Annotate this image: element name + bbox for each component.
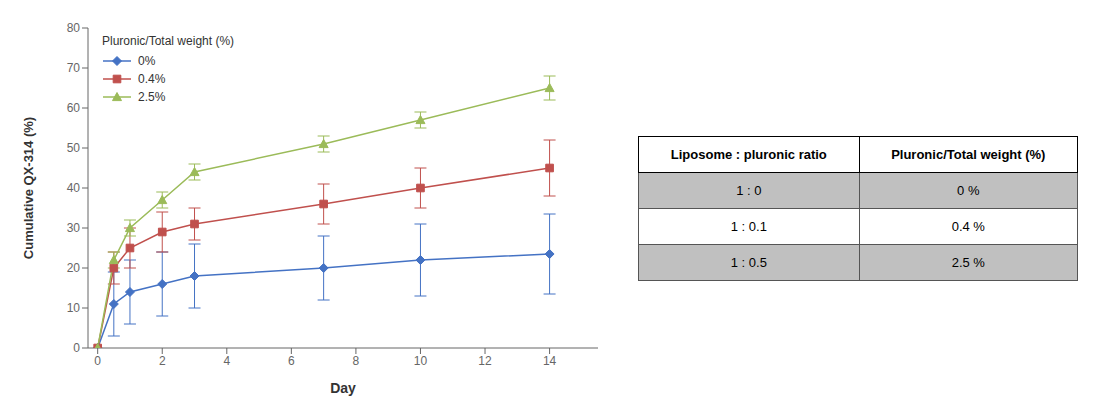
svg-text:30: 30	[67, 221, 81, 235]
html-text:0 %: 0 %	[957, 182, 980, 198]
svg-text:2: 2	[159, 354, 166, 368]
html-text:Pluronic/Total weight (%): Pluronic/Total weight (%)	[102, 34, 235, 48]
svg-text:40: 40	[67, 181, 81, 195]
svg-text:14: 14	[543, 354, 557, 368]
html-text:Liposome : pluronic ratio: Liposome : pluronic ratio	[670, 146, 827, 162]
html-text:2.5 %: 2.5 %	[951, 254, 985, 270]
html-text:1 : 0.1: 1 : 0.1	[730, 218, 767, 234]
svg-text:8: 8	[353, 354, 360, 368]
svg-text:60: 60	[67, 101, 81, 115]
svg-text:Cumulative QX-314 (%): Cumulative QX-314 (%)	[21, 117, 36, 259]
svg-text:10: 10	[67, 301, 81, 315]
html-text:2.5%: 2.5%	[138, 90, 166, 104]
html-text:0.4 %: 0.4 %	[951, 218, 985, 234]
html-text:Pluronic/Total weight (%): Pluronic/Total weight (%)	[891, 146, 1046, 162]
svg-text:0: 0	[73, 341, 80, 355]
svg-text:80: 80	[67, 21, 81, 35]
html-text:0%: 0%	[138, 54, 156, 68]
svg-text:4: 4	[223, 354, 230, 368]
svg-text:10: 10	[414, 354, 428, 368]
html-text:1 : 0: 1 : 0	[736, 182, 762, 198]
svg-text:Day: Day	[330, 380, 356, 396]
svg-text:6: 6	[288, 354, 295, 368]
svg-text:0: 0	[94, 354, 101, 368]
svg-text:20: 20	[67, 261, 81, 275]
html-text:1 : 0.5: 1 : 0.5	[730, 254, 767, 270]
svg-text:50: 50	[67, 141, 81, 155]
html-text:0.4%: 0.4%	[138, 72, 166, 86]
svg-text:70: 70	[67, 61, 81, 75]
svg-text:12: 12	[478, 354, 492, 368]
